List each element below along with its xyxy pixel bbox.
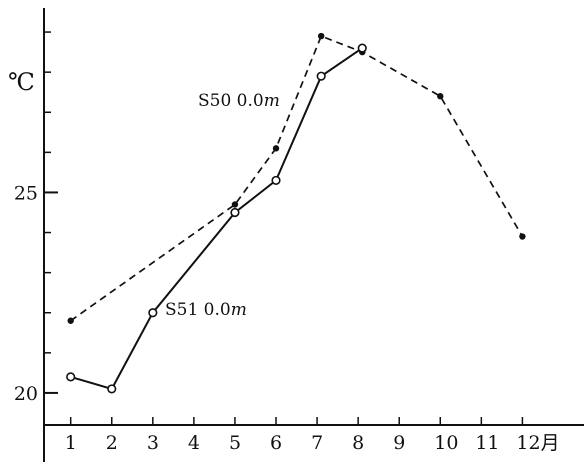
x-tick-label: 12月 (516, 432, 559, 454)
data-point-s51 (358, 44, 366, 52)
x-tick-label: 7 (311, 432, 323, 454)
series-lines (71, 36, 523, 389)
data-point-s51 (231, 209, 239, 217)
series-markers (67, 33, 526, 393)
data-point-s50 (67, 318, 73, 324)
y-tick-label: 25 (14, 182, 38, 204)
series-label-s51: S51 0.0m (165, 300, 247, 320)
x-tick-label: 5 (229, 432, 241, 454)
y-tick-label: 20 (14, 383, 38, 405)
x-tick-label: 3 (147, 432, 159, 454)
series-label-s51-unit: m (231, 300, 247, 320)
data-point-s51 (108, 385, 116, 393)
data-point-s50 (232, 201, 238, 207)
x-tick-label: 6 (270, 432, 282, 454)
y-major-ticks (44, 192, 58, 392)
x-tick-label: 10 (434, 432, 458, 454)
x-tick-label: 2 (106, 432, 118, 454)
x-tick-label: 9 (393, 432, 405, 454)
x-tick-labels: 1 2 3 4 5 6 7 8 9 10 11 12月 (65, 432, 560, 454)
series-label-s50: S50 0.0m (198, 91, 280, 111)
data-point-s51 (272, 177, 280, 185)
x-ticks (71, 417, 523, 425)
series-line-s50 (71, 36, 523, 321)
x-tick-label: 8 (352, 432, 364, 454)
x-tick-label: 11 (475, 432, 499, 454)
data-point-s50 (437, 93, 443, 99)
data-point-s50 (318, 33, 324, 39)
x-tick-label: 4 (188, 432, 200, 454)
data-point-s50 (273, 145, 279, 151)
series-label-s50-unit: m (264, 91, 280, 111)
axes (44, 8, 584, 462)
data-point-s51 (67, 373, 75, 381)
data-point-s50 (519, 233, 525, 239)
series-label-s50-main: S50 0.0 (198, 91, 264, 111)
data-point-s51 (317, 72, 325, 80)
x-tick-label: 1 (65, 432, 77, 454)
data-point-s51 (149, 309, 157, 317)
series-label-s51-main: S51 0.0 (165, 300, 231, 320)
y-axis-unit-label: ℃ (8, 68, 35, 96)
